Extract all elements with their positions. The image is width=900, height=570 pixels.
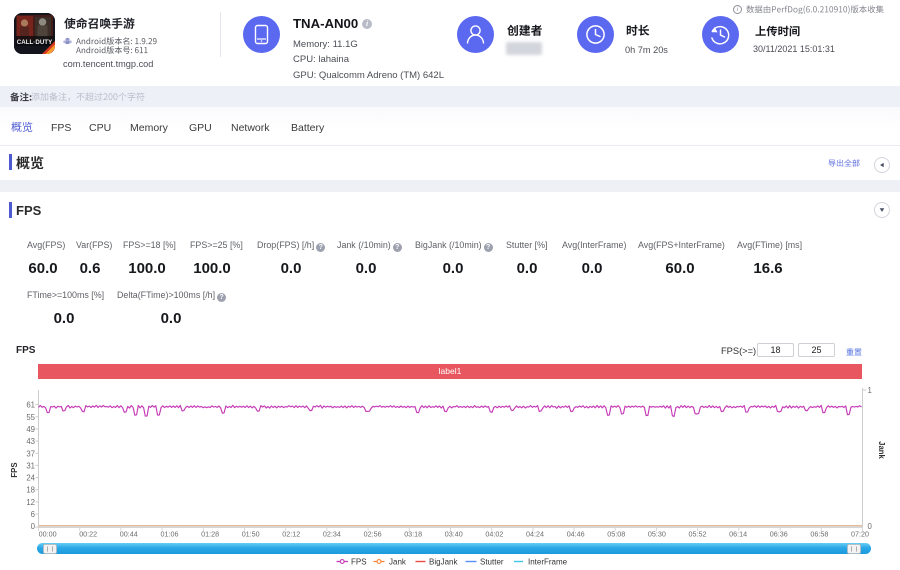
svg-text:55: 55 (26, 413, 35, 422)
svg-text:43: 43 (26, 437, 35, 446)
svg-text:04:02: 04:02 (485, 529, 503, 538)
svg-text:61: 61 (26, 401, 35, 410)
svg-text:02:12: 02:12 (282, 529, 300, 538)
svg-text:6: 6 (31, 510, 35, 519)
svg-text:49: 49 (26, 425, 35, 434)
svg-text:01:50: 01:50 (242, 529, 260, 538)
svg-text:00:44: 00:44 (120, 529, 138, 538)
svg-text:05:52: 05:52 (689, 529, 707, 538)
svg-text:00:22: 00:22 (79, 529, 97, 538)
svg-text:03:18: 03:18 (404, 529, 422, 538)
svg-text:00:00: 00:00 (39, 529, 57, 538)
svg-text:04:46: 04:46 (567, 529, 585, 538)
svg-text:1: 1 (868, 386, 872, 395)
svg-text:0: 0 (31, 522, 36, 531)
svg-text:Stutter: Stutter (480, 557, 504, 566)
svg-text:02:56: 02:56 (364, 529, 382, 538)
svg-text:03:40: 03:40 (445, 529, 463, 538)
svg-text:04:24: 04:24 (526, 529, 544, 538)
svg-text:BigJank: BigJank (429, 557, 458, 566)
svg-text:02:34: 02:34 (323, 529, 341, 538)
svg-text:FPS: FPS (10, 462, 19, 477)
svg-text:07:20: 07:20 (851, 529, 869, 538)
svg-text:Jank: Jank (877, 441, 886, 459)
svg-text:05:30: 05:30 (648, 529, 666, 538)
svg-text:37: 37 (26, 449, 35, 458)
svg-text:06:14: 06:14 (729, 529, 747, 538)
svg-text:Jank: Jank (389, 557, 407, 566)
svg-text:24: 24 (26, 474, 35, 483)
svg-text:06:36: 06:36 (770, 529, 788, 538)
svg-text:18: 18 (26, 486, 35, 495)
svg-text:12: 12 (26, 498, 35, 507)
svg-text:31: 31 (26, 461, 35, 470)
svg-text:01:06: 01:06 (161, 529, 179, 538)
svg-text:0: 0 (868, 522, 873, 531)
svg-text:06:58: 06:58 (810, 529, 828, 538)
svg-text:FPS: FPS (351, 557, 367, 566)
svg-text:CALL·DUTY: CALL·DUTY (17, 39, 53, 46)
svg-text:01:28: 01:28 (201, 529, 219, 538)
svg-text:InterFrame: InterFrame (528, 557, 568, 566)
svg-text:05:08: 05:08 (607, 529, 625, 538)
